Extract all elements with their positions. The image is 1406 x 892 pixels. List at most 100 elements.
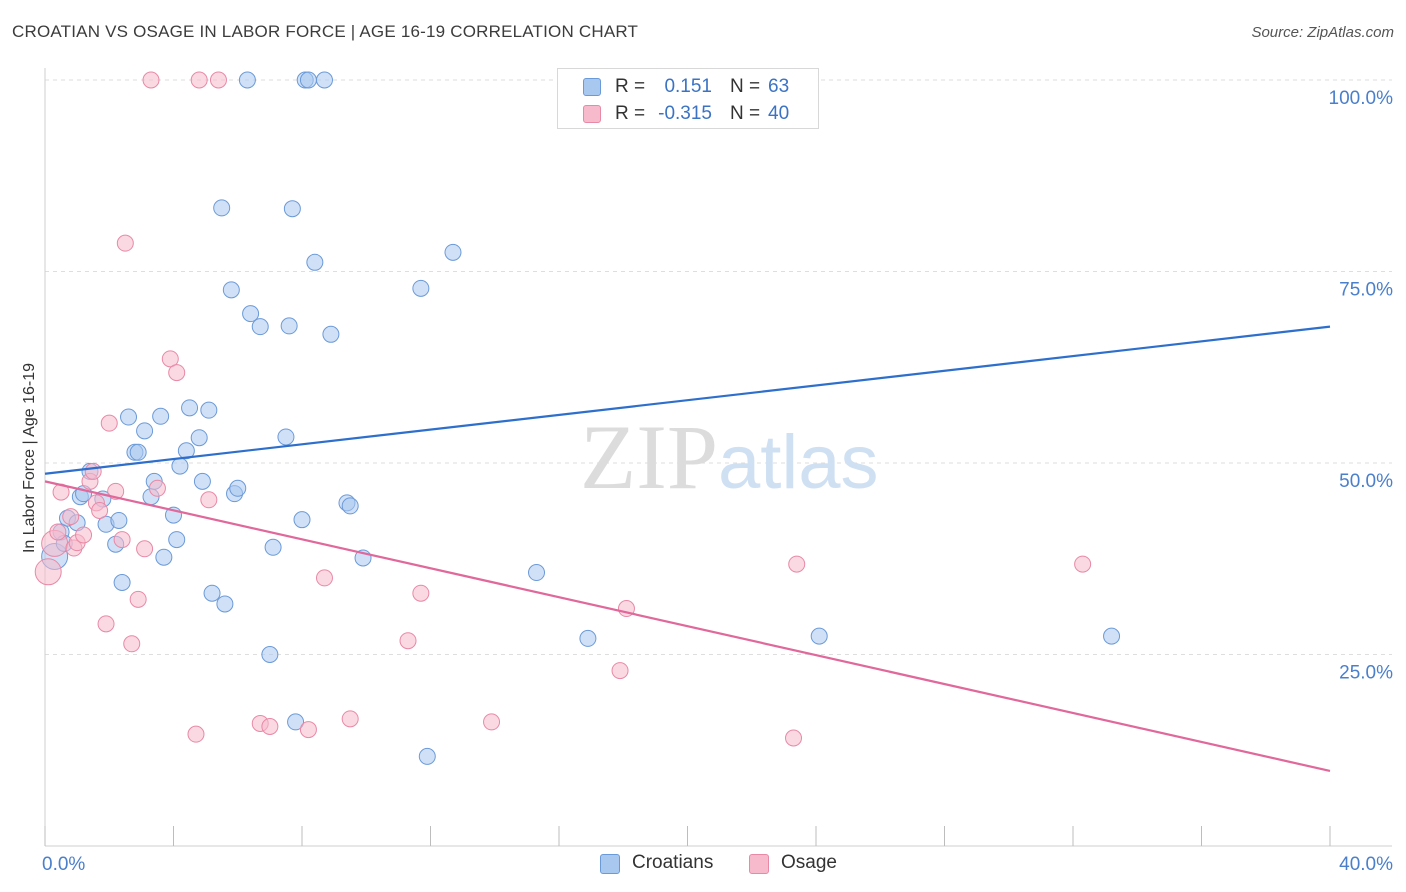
- point-osage-25: [190, 71, 208, 89]
- y-tick-label-75: 75.0%: [1339, 280, 1393, 301]
- y-tick-label-50: 50.0%: [1339, 471, 1393, 492]
- point-croatians-22: [168, 531, 186, 549]
- trend-line-croatians: [44, 325, 1331, 475]
- croatians-r-label: R =: [615, 76, 646, 97]
- x-tick-label-max: 40.0%: [1339, 854, 1393, 875]
- point-osage-13: [100, 414, 118, 432]
- point-osage-17: [123, 635, 141, 653]
- point-croatians-54: [418, 747, 436, 765]
- point-osage-15: [113, 531, 131, 549]
- point-osage-34: [412, 584, 430, 602]
- point-osage-16: [116, 234, 134, 252]
- point-croatians-47: [306, 253, 324, 271]
- trend-line-osage: [44, 480, 1331, 773]
- y-tick-label-100: 100.0%: [1329, 88, 1394, 109]
- point-croatians-28: [200, 401, 218, 419]
- point-croatians-38: [261, 646, 279, 663]
- point-croatians-46: [299, 71, 317, 89]
- point-osage-26: [200, 491, 218, 509]
- x-tick-label-min: 0.0%: [42, 854, 85, 875]
- point-croatians-27: [193, 472, 211, 490]
- tick-labels: 25.0% 50.0% 75.0% 100.0% 0.0% 40.0%: [42, 88, 1393, 875]
- point-croatians-57: [579, 629, 597, 647]
- point-croatians-11: [110, 511, 128, 529]
- point-osage-38: [785, 729, 803, 747]
- point-croatians-26: [190, 429, 208, 447]
- point-croatians-43: [287, 713, 305, 731]
- point-osage-36: [611, 662, 629, 680]
- point-osage-40: [1074, 555, 1092, 573]
- point-osage-22: [161, 350, 179, 368]
- point-osage-12: [97, 615, 115, 633]
- point-croatians-24: [177, 442, 195, 460]
- croatians-n-value: 63: [768, 76, 790, 97]
- point-croatians-48: [315, 71, 333, 89]
- point-croatians-51: [341, 497, 359, 515]
- stats-legend: R = 0.151 N = 63 R = -0.315 N = 40: [557, 68, 819, 129]
- point-croatians-29: [203, 584, 221, 602]
- point-croatians-53: [412, 279, 430, 297]
- point-osage-32: [341, 710, 359, 728]
- point-croatians-30: [213, 199, 231, 217]
- point-osage-2: [49, 523, 67, 541]
- point-croatians-25: [181, 399, 199, 417]
- point-croatians-60: [1103, 627, 1121, 645]
- series-legend: Croatians Osage: [0, 852, 1406, 878]
- grid-lines: [45, 79, 1392, 655]
- point-croatians-40: [277, 428, 295, 446]
- point-osage-33: [399, 632, 417, 650]
- chart-title: CROATIAN VS OSAGE IN LABOR FORCE | AGE 1…: [12, 22, 639, 41]
- osage-r-value: -0.315: [658, 103, 712, 124]
- point-croatians-35: [238, 71, 256, 89]
- osage-n-label: N =: [730, 103, 761, 124]
- osage-r-label: R =: [615, 103, 646, 124]
- legend-osage-label: Osage: [781, 852, 837, 873]
- croatians-swatch: [583, 78, 601, 96]
- point-croatians-12: [113, 573, 131, 591]
- point-croatians-13: [120, 408, 138, 426]
- point-osage-18: [129, 590, 147, 608]
- point-croatians-31: [216, 595, 234, 613]
- point-osage-29: [261, 718, 279, 736]
- legend-row-croatians: R = 0.151 N = 63: [558, 73, 818, 101]
- legend-row-osage: R = -0.315 N = 40: [558, 100, 818, 128]
- point-osage-19: [136, 540, 154, 558]
- croatians-n-label: N =: [730, 76, 761, 97]
- osage-n-value: 40: [768, 103, 790, 124]
- point-osage-24: [187, 725, 205, 743]
- point-croatians-39: [264, 538, 282, 556]
- point-croatians-19: [152, 407, 170, 425]
- point-osage-39: [788, 555, 806, 573]
- point-osage-4: [62, 508, 80, 526]
- chart-source: Source: ZipAtlas.com: [1251, 24, 1394, 41]
- point-osage-27: [209, 71, 227, 89]
- trend-lines: [44, 325, 1331, 773]
- point-croatians-49: [322, 325, 340, 343]
- y-axis-label: In Labor Force | Age 16-19: [21, 363, 38, 553]
- point-osage-11: [91, 501, 109, 519]
- croatians-r-value: 0.151: [664, 76, 712, 97]
- watermark-zip: ZIP: [580, 406, 718, 508]
- osage-swatch: [583, 105, 601, 123]
- watermark: ZIP atlas: [580, 406, 879, 508]
- point-croatians-20: [155, 548, 173, 566]
- point-osage-21: [148, 479, 166, 497]
- point-croatians-59: [810, 627, 828, 645]
- y-tick-label-25: 25.0%: [1339, 663, 1393, 684]
- point-croatians-32: [222, 281, 240, 299]
- legend-croatians-label: Croatians: [632, 852, 714, 873]
- point-osage-23: [168, 364, 186, 382]
- point-croatians-16: [136, 422, 154, 440]
- point-croatians-15: [129, 443, 147, 461]
- point-osage-31: [315, 569, 333, 587]
- data-points: [34, 71, 1121, 765]
- point-croatians-41: [280, 317, 298, 335]
- point-osage-7: [75, 526, 93, 544]
- point-croatians-37: [251, 318, 269, 336]
- point-osage-30: [299, 721, 317, 739]
- point-croatians-56: [528, 564, 546, 582]
- point-osage-9: [84, 462, 102, 480]
- point-croatians-23: [171, 457, 189, 475]
- point-croatians-34: [229, 479, 247, 497]
